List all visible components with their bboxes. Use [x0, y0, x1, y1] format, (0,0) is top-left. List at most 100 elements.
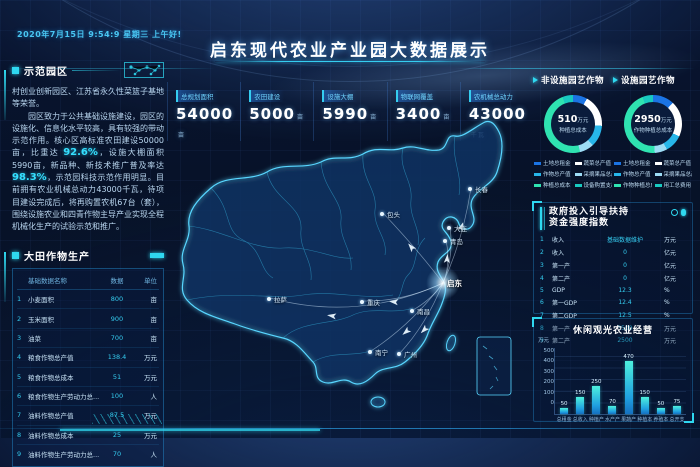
- corner-bracket: [532, 317, 542, 327]
- bar-value: 150: [639, 390, 650, 396]
- stat-value: 3400 亩: [395, 105, 451, 123]
- city-marker[interactable]: 广州: [397, 349, 417, 359]
- table-row: 1 小麦面积 800 亩: [17, 290, 159, 310]
- bar: [608, 406, 617, 414]
- taiwan-island: [445, 334, 457, 352]
- highlight-percent: 92.6%: [63, 147, 98, 159]
- legend-item: 土地总租金: [614, 159, 652, 167]
- bar: [576, 397, 585, 414]
- city-label: 拉萨: [274, 296, 287, 304]
- bar-category-label: 种植产: [588, 417, 604, 423]
- stat-value: 54000亩: [176, 105, 234, 139]
- stat-greenhouse-area: 设施大棚 5990 亩: [313, 82, 386, 141]
- park-paragraph-1: 村创业创新园区、江苏省永久性菜篮子基地等荣誉。: [12, 87, 164, 109]
- city-marker[interactable]: 青岛: [443, 236, 463, 246]
- bottom-accent-line: [60, 429, 320, 431]
- stat-iot-coverage: 物联网覆盖 3400 亩: [386, 82, 460, 141]
- city-label: 大连: [454, 225, 467, 233]
- stat-label: 农机械总动力: [468, 90, 517, 102]
- left-edge-accent: [4, 70, 6, 120]
- dashboard-title: 启东现代农业产业园大数据展示: [210, 41, 490, 61]
- panel-title: 休闲观光农业经营: [572, 326, 653, 336]
- table-row: 5 GDP 12.3%: [540, 286, 670, 294]
- bar-category-label: 果蔬产: [621, 417, 637, 423]
- city-marker[interactable]: 长春: [468, 184, 488, 194]
- china-outline: [181, 120, 503, 385]
- city-dot-icon: [360, 300, 364, 304]
- city-label: 重庆: [367, 299, 380, 307]
- stat-label: 设施大棚: [322, 90, 358, 102]
- y-axis-ticks: 500 400 300 200 100 0: [543, 348, 555, 406]
- bar-column: 150 种植本: [637, 390, 652, 423]
- city-marker[interactable]: 南昌: [410, 306, 430, 316]
- panel-header: 设施园艺作物: [613, 74, 693, 86]
- bar-value: 70: [608, 399, 616, 405]
- bar: [560, 408, 569, 414]
- double-bar-icon: [540, 207, 542, 230]
- panel-title: 示范园区: [24, 66, 68, 78]
- city-dot-icon: [410, 309, 414, 313]
- stat-label: 农田建设: [249, 90, 285, 102]
- bar: [640, 397, 649, 414]
- panel-field-crops: 大田作物生产 基础数据名称 数据 单位 1 小麦面积 800 亩 2 玉米面积 900 亩 …: [12, 248, 164, 467]
- table-row: 3 第一产 0 亿元: [540, 262, 677, 271]
- china-map-svg: [181, 120, 512, 408]
- kpi-stats-row: 总规划面积 54000亩 农田建设 5000 亩 设施大棚 5990 亩 物联网覆盖…: [167, 82, 533, 141]
- donut-legend: 土地总租金 蔬菜总产值 作物总产值 采摘果品总产值 作物种植总成本 用工总费用: [613, 159, 693, 189]
- donut-center: 2950万元 作物种植总成本: [624, 95, 682, 153]
- panel-header: 政府投入引导扶持 资金强度指数: [540, 207, 686, 230]
- stat-total-planned-area: 总规划面积 54000亩: [167, 82, 240, 141]
- city-marker[interactable]: 大连: [447, 223, 467, 233]
- col-value: 数据: [110, 277, 124, 285]
- donut-legend: 土地总租金 蔬菜总产值 作物总产值 采摘果品总产值 种植总成本 设备购置支出: [533, 159, 613, 189]
- city-label: 长春: [475, 186, 488, 194]
- corner-bracket: [532, 201, 542, 211]
- square-bullet-icon: [12, 252, 19, 259]
- horticulture-panels: 非设施园艺作物 510万元 种植总成本 土地总租金 蔬菜总产值 作物总产值 采摘…: [533, 74, 693, 189]
- city-marker[interactable]: 拉萨: [267, 294, 287, 304]
- table-row: 6 粮食作物生产劳动力总... 100 人: [17, 387, 159, 407]
- bar-column: 150 总收入: [573, 390, 588, 423]
- panel-title: 设施园艺作物: [621, 76, 676, 86]
- bar-category-label: 种植本: [637, 417, 653, 423]
- city-label: 青岛: [450, 238, 463, 246]
- legend-item: 土地总租金: [534, 159, 572, 167]
- city-marker[interactable]: 重庆: [360, 297, 380, 307]
- legend-item: 作物种植总成本: [614, 181, 652, 189]
- bar: [592, 386, 601, 414]
- bar-column: 50 养殖本: [653, 401, 668, 423]
- y-axis-unit: 万元: [538, 338, 550, 344]
- city-dot-icon: [267, 297, 271, 301]
- city-marker[interactable]: 南宁: [368, 347, 388, 357]
- table-row: 1 收入 基础数据维护 万元: [540, 236, 677, 245]
- plane-icons: [327, 222, 464, 335]
- city-dot-icon: [380, 212, 384, 216]
- table-header-row: 基础数据名称 数据 单位: [17, 272, 159, 290]
- legend-item: 种植总成本: [534, 181, 572, 189]
- col-name: 基础数据名称: [28, 277, 67, 285]
- bar-value: 50: [657, 401, 665, 407]
- legend-item: 设备购置支出: [574, 181, 612, 189]
- stat-value: 5000 亩: [249, 105, 304, 123]
- stat-unit: 亩: [443, 114, 451, 121]
- table-row: 6 第一GDP 12.4%: [540, 298, 670, 307]
- city-marker[interactable]: 包头: [380, 209, 400, 219]
- table-row: 2 收入 0 亿元: [540, 249, 677, 258]
- bar: [624, 361, 633, 414]
- bar-category-label: 水产产: [604, 417, 620, 423]
- stat-value: 5990 亩: [322, 105, 378, 123]
- city-label: 包头: [387, 211, 400, 219]
- col-unit: 单位: [144, 277, 157, 285]
- stat-machinery-power: 农机械总动力 43000千瓦: [459, 82, 533, 141]
- bar-value: 150: [574, 390, 586, 396]
- bar-value: 470: [623, 354, 634, 360]
- government-fund-table: 1 收入 基础数据维护 万元 2 收入 0 亿元 3 第一产 0 亿元 4 第二产 0 亿元 5 GDP 1…: [540, 234, 686, 348]
- province-borders: [186, 135, 461, 363]
- bar: [656, 408, 665, 414]
- bar-column: 50 总租金: [557, 401, 572, 423]
- hub-city-marker[interactable]: 启东: [447, 278, 462, 289]
- bar-value: 50: [560, 401, 568, 407]
- panel-title: 非设施园艺作物: [541, 76, 605, 86]
- hub-city-label: 启东: [447, 279, 462, 288]
- bar-category-label: 总开支: [669, 417, 685, 423]
